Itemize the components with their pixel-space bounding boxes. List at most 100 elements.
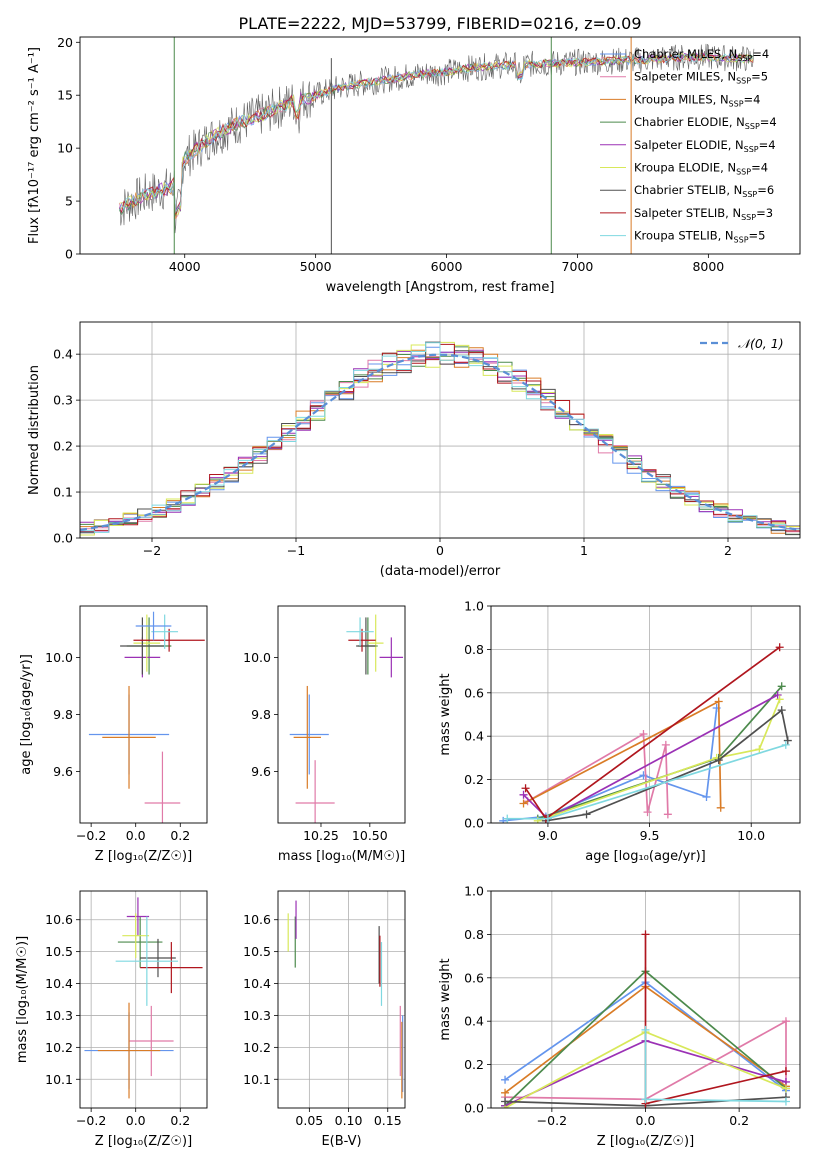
weight-marker	[521, 784, 530, 793]
y-tick-label: 10.5	[45, 944, 73, 959]
mass_vs_ebv-plot-area	[287, 900, 404, 1099]
y-tick-label: 10	[57, 141, 73, 156]
weight-marker	[781, 1067, 790, 1076]
weight-marker	[781, 1097, 790, 1106]
errorbar-point	[129, 1005, 174, 1077]
weight-marker	[773, 690, 782, 699]
age_vs_mass-plot-area	[289, 614, 404, 823]
weight-marker	[543, 814, 552, 823]
errorbar-point	[97, 1002, 161, 1099]
errorbar-point	[293, 685, 321, 789]
weight-marker	[702, 792, 711, 801]
errorbar-point	[133, 628, 205, 652]
x-tick-label: 0.2	[170, 828, 190, 843]
x-axis-label: Z [log₁₀(Z/Z☉)]	[95, 1134, 192, 1149]
errorbar-point	[135, 611, 172, 641]
age_vs_mass-frame	[277, 605, 406, 824]
weight-marker	[781, 1017, 790, 1026]
x-tick-label: 8000	[692, 259, 724, 274]
y-tick-label: 0	[65, 247, 73, 262]
y-tick-label: 0.8	[464, 927, 484, 942]
x-tick-label: 0.15	[374, 1113, 402, 1128]
y-tick-label: 10.3	[243, 1008, 271, 1023]
x-tick-label: −0.2	[76, 1113, 106, 1128]
weight-marker	[641, 930, 650, 939]
weight-marker	[714, 697, 723, 706]
weight-marker	[501, 1088, 510, 1097]
errorbar-point	[348, 628, 376, 652]
weight-marker	[501, 1097, 510, 1106]
y-tick-label: 0.0	[464, 816, 484, 831]
weight-marker	[775, 695, 784, 704]
weight-marker	[775, 643, 784, 652]
legend-label: Kroupa STELIB, NSSP=5	[634, 229, 765, 245]
spectrum-plot-area	[118, 37, 755, 254]
weight-marker	[519, 799, 528, 808]
weight_vs_age-axes: 9.0 9.5 10.0 0.0 0.2 0.4 0.6 0.8 1.0 age [log₁₀(a…	[438, 599, 800, 864]
weight-marker	[781, 740, 790, 749]
spectrum-line-8	[118, 53, 754, 214]
x-tick-label: 0.0	[126, 1113, 146, 1128]
x-tick-label: 4000	[169, 259, 201, 274]
weight_vs_Z-plot-area	[501, 930, 790, 1108]
legend-label: 𝒩(0, 1)	[738, 336, 784, 351]
x-tick-label: 0.0	[636, 1113, 656, 1128]
x-tick-label: 9.0	[538, 828, 558, 843]
y-tick-label: 10.0	[243, 650, 271, 665]
weight-line	[537, 698, 781, 822]
x-axis-label: E(B-V)	[321, 1134, 361, 1149]
x-tick-label: 5000	[300, 259, 332, 274]
errorbar-point	[151, 614, 179, 649]
figure-title: PLATE=2222, MJD=53799, FIBERID=0216, z=0…	[238, 14, 641, 33]
x-tick-label: −0.2	[76, 828, 106, 843]
weight-marker	[641, 1025, 650, 1034]
x-tick-label: 9.5	[640, 828, 660, 843]
errorbar-point	[140, 942, 203, 994]
x-axis-label: (data-model)/error	[380, 564, 501, 579]
y-tick-label: 0.2	[464, 772, 484, 787]
weight-marker	[641, 1095, 650, 1104]
age_vs_Z-plot-area	[88, 611, 205, 823]
y-tick-label: 0.3	[53, 393, 73, 408]
y-tick-label: 0.4	[464, 729, 484, 744]
y-tick-label: 10.3	[45, 1008, 73, 1023]
y-axis-label: age [log₁₀(age/yr)]	[19, 654, 34, 775]
x-tick-label: 10.25	[303, 828, 339, 843]
errorbar-point	[346, 617, 374, 646]
spectrum-axes: 4000 5000 6000 7000 8000 0 5 10 15 20 wavelength […	[27, 35, 724, 295]
y-tick-label: 10.1	[45, 1072, 73, 1087]
y-tick-label: 10.2	[243, 1040, 271, 1055]
x-axis-label: age [log₁₀(age/yr)]	[585, 849, 706, 864]
age_vs_Z-axes: −0.2 0.0 0.2 9.6 9.8 10.0 Z [log₁₀(Z/Z☉)] age […	[19, 650, 192, 864]
y-tick-label: 10.2	[45, 1040, 73, 1055]
errorbar-point	[379, 637, 404, 678]
legend-label: Salpeter STELIB, NSSP=3	[634, 206, 773, 222]
residuals-plot-area	[80, 341, 800, 536]
y-tick-label: 10.1	[243, 1072, 271, 1087]
legend-label: Chabrier STELIB, NSSP=6	[634, 183, 774, 199]
x-axis-label: mass [log₁₀(M/M☉)]	[278, 849, 405, 864]
y-tick-label: 0.0	[53, 531, 73, 546]
legend-label: Salpeter ELODIE, NSSP=4	[634, 138, 776, 154]
errorbar-point	[140, 938, 176, 978]
x-axis-label: Z [log₁₀(Z/Z☉)]	[597, 1134, 694, 1149]
x-tick-label: −2	[143, 543, 161, 558]
spectrum-frame	[79, 36, 801, 255]
age_vs_Z-frame	[79, 605, 208, 824]
errorbar-point	[133, 614, 161, 672]
y-axis-label: mass weight	[438, 958, 453, 1040]
x-tick-label: −0.2	[537, 1113, 567, 1128]
y-tick-label: 9.8	[251, 707, 271, 722]
x-tick-label: 10.50	[352, 828, 388, 843]
errorbar-point	[102, 685, 156, 789]
y-tick-label: 0.6	[464, 970, 484, 985]
y-tick-label: 9.6	[53, 764, 73, 779]
errorbar-point	[289, 694, 329, 775]
y-tick-label: 10.0	[45, 650, 73, 665]
weight-marker	[714, 756, 723, 765]
x-axis-label: Z [log₁₀(Z/Z☉)]	[95, 849, 192, 864]
legend-label: Chabrier ELODIE, NSSP=4	[634, 115, 777, 131]
mass_vs_Z-axes: −0.2 0.0 0.2 10.1 10.2 10.3 10.4 10.5 10.6 Z [log…	[15, 891, 207, 1149]
weight-marker	[499, 816, 508, 823]
y-tick-label: 5	[65, 194, 73, 209]
